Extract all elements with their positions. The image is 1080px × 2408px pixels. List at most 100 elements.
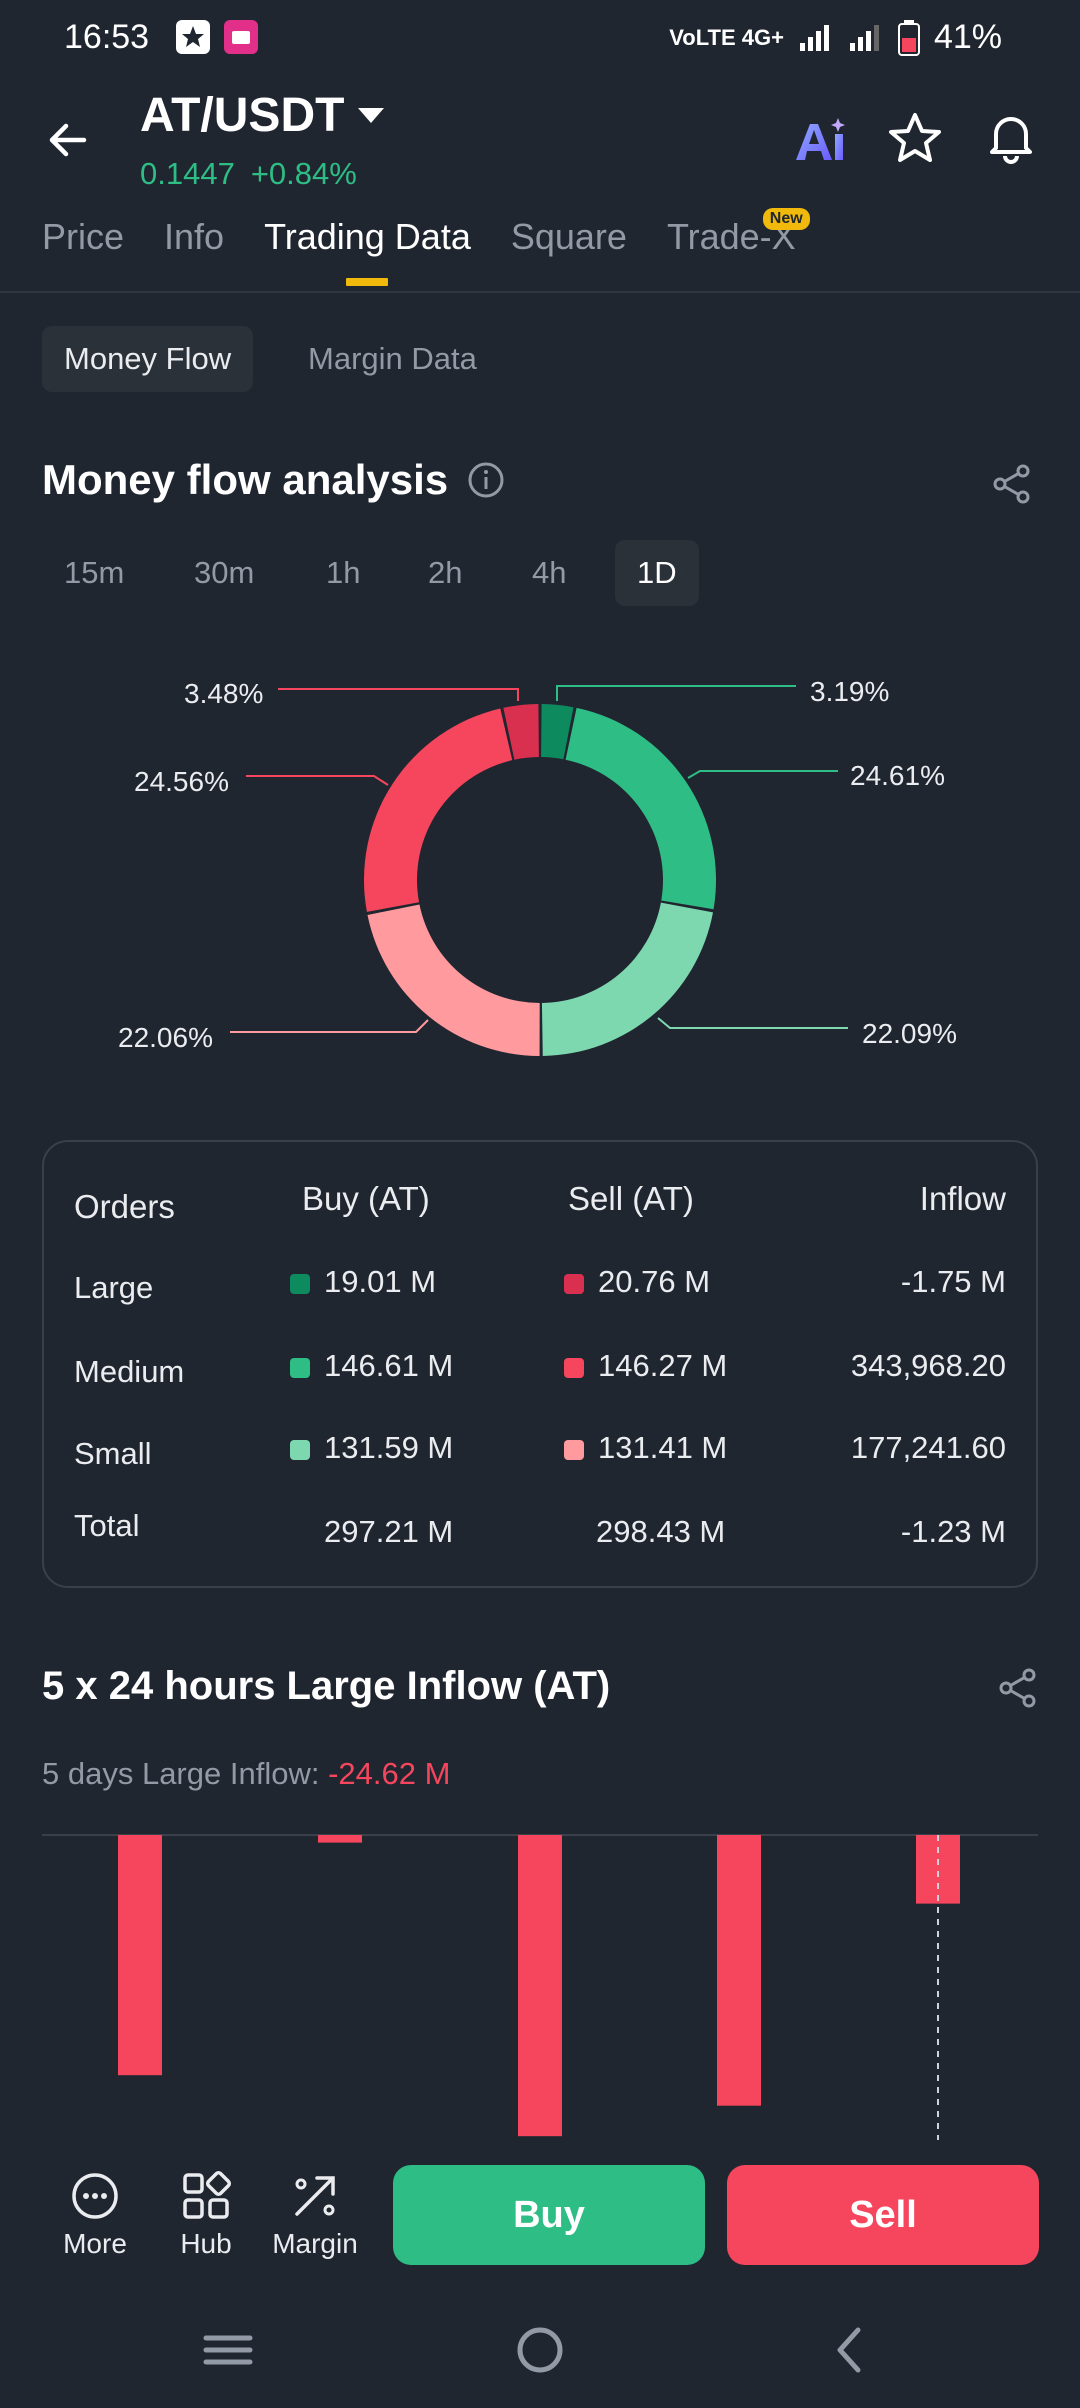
home-icon[interactable] bbox=[510, 2320, 570, 2380]
network-indicator: VoLTE 4G+ bbox=[669, 24, 784, 50]
slice-buy-small[interactable] bbox=[541, 902, 713, 1056]
margin-arrow-icon bbox=[295, 2176, 335, 2216]
share-icon-2[interactable] bbox=[996, 1666, 1040, 1710]
timeframe-15m[interactable]: 15m bbox=[64, 555, 125, 590]
money-flow-donut-chart bbox=[230, 685, 848, 1056]
back-arrow-icon[interactable] bbox=[40, 110, 100, 170]
battery-icon bbox=[897, 19, 920, 56]
signal-icon bbox=[799, 24, 829, 51]
leader-sell-medium bbox=[246, 775, 389, 786]
label-buy-small: 22.09% bbox=[862, 1018, 957, 1049]
large-inflow-title: 5 x 24 hours Large Inflow (AT) bbox=[42, 1664, 611, 1708]
subtab-margin-data[interactable]: Margin Data bbox=[308, 341, 477, 376]
row-medium-buy-value: 146.61 M bbox=[324, 1348, 454, 1383]
timeframe-1h[interactable]: 1h bbox=[326, 555, 361, 590]
row-large-sell: 20.76 M bbox=[564, 1264, 710, 1300]
row-total-sell: 298.43 M bbox=[596, 1514, 726, 1549]
slice-buy-medium[interactable] bbox=[565, 707, 717, 910]
main-tabs: Price Info Trading Data Square Trade-X N… bbox=[42, 208, 810, 288]
timeframe-2h[interactable]: 2h bbox=[428, 555, 463, 590]
new-badge: New bbox=[762, 208, 810, 230]
money-flow-title-text: Money flow analysis bbox=[42, 456, 449, 503]
row-small-buy-value: 131.59 M bbox=[324, 1430, 454, 1465]
hub-button[interactable]: Hub bbox=[151, 2170, 261, 2260]
pair-selector[interactable]: AT/USDT bbox=[140, 88, 385, 143]
row-total-buy: 297.21 M bbox=[324, 1514, 454, 1549]
leader-sell-small bbox=[230, 1019, 429, 1033]
row-large-label: Large bbox=[74, 1270, 154, 1305]
tab-trade-x[interactable]: Trade-X New bbox=[667, 208, 810, 288]
inflow-bar-1[interactable] bbox=[118, 1835, 162, 2076]
label-sell-medium: 24.56% bbox=[134, 766, 229, 797]
header-orders: Orders bbox=[74, 1188, 175, 1225]
tab-price[interactable]: Price bbox=[42, 216, 125, 257]
row-large-sell-value: 20.76 M bbox=[598, 1264, 711, 1299]
inflow-bar-5[interactable] bbox=[916, 1835, 960, 1904]
status-right: VoLTE 4G+ 41% bbox=[669, 18, 1002, 57]
status-time: 16:53 bbox=[64, 18, 150, 56]
subtab-money-flow[interactable]: Money Flow bbox=[42, 326, 254, 392]
inflow-bar-3[interactable] bbox=[518, 1835, 562, 2137]
swatch-sell-small bbox=[564, 1439, 584, 1460]
tab-trading-data[interactable]: Trading Data bbox=[264, 216, 471, 288]
leader-buy-small bbox=[657, 1017, 848, 1029]
tabs-divider bbox=[0, 291, 1080, 293]
lazada-notification-icon bbox=[224, 20, 258, 54]
five-days-label: 5 days Large Inflow: bbox=[42, 1756, 320, 1791]
swatch-buy-large bbox=[290, 1273, 310, 1294]
buy-button[interactable]: Buy bbox=[393, 2165, 705, 2265]
row-small-inflow: 177,241.60 bbox=[850, 1430, 1006, 1465]
label-buy-medium: 24.61% bbox=[850, 760, 945, 791]
system-back-icon[interactable] bbox=[820, 2320, 880, 2380]
margin-button[interactable]: Margin bbox=[260, 2170, 370, 2260]
timeframe-4h[interactable]: 4h bbox=[532, 555, 567, 590]
signal-icon-2 bbox=[849, 24, 879, 51]
slice-sell-large[interactable] bbox=[503, 704, 539, 760]
swatch-sell-large bbox=[564, 1273, 584, 1294]
tab-square[interactable]: Square bbox=[510, 216, 627, 257]
row-total-inflow: -1.23 M bbox=[900, 1514, 1006, 1549]
money-flow-title: Money flow analysis bbox=[42, 456, 506, 504]
five-days-value: -24.62 M bbox=[328, 1756, 451, 1791]
row-large-buy-value: 19.01 M bbox=[324, 1264, 437, 1299]
alert-bell-icon[interactable] bbox=[980, 106, 1042, 168]
margin-label: Margin bbox=[272, 2228, 358, 2259]
more-button[interactable]: More bbox=[40, 2170, 150, 2260]
five-days-summary: 5 days Large Inflow: -24.62 M bbox=[42, 1756, 450, 1792]
row-medium-sell: 146.27 M bbox=[564, 1348, 727, 1384]
more-label: More bbox=[63, 2228, 127, 2259]
timeframe-1d[interactable]: 1D bbox=[615, 540, 699, 606]
sell-button[interactable]: Sell bbox=[727, 2165, 1039, 2265]
timeframe-30m[interactable]: 30m bbox=[194, 555, 255, 590]
slice-sell-small[interactable] bbox=[367, 904, 540, 1056]
leader-buy-medium bbox=[687, 770, 838, 779]
row-small-buy: 131.59 M bbox=[290, 1430, 453, 1466]
row-medium-label: Medium bbox=[74, 1354, 185, 1389]
info-icon[interactable] bbox=[466, 460, 506, 500]
row-small-label: Small bbox=[74, 1436, 152, 1471]
header-sell: Sell (AT) bbox=[568, 1180, 694, 1217]
row-medium-inflow: 343,968.20 bbox=[850, 1348, 1006, 1383]
chevron-down-icon bbox=[358, 108, 385, 123]
favorite-star-icon[interactable] bbox=[884, 108, 946, 170]
row-small-sell: 131.41 M bbox=[564, 1430, 727, 1466]
slice-sell-medium[interactable] bbox=[363, 708, 513, 912]
share-icon[interactable] bbox=[990, 462, 1034, 506]
row-large-buy: 19.01 M bbox=[290, 1264, 436, 1300]
header-inflow: Inflow bbox=[919, 1180, 1006, 1217]
tab-info[interactable]: Info bbox=[164, 216, 225, 257]
ai-assistant-icon[interactable] bbox=[790, 112, 850, 172]
recents-icon[interactable] bbox=[198, 2320, 258, 2380]
row-medium-sell-value: 146.27 M bbox=[598, 1348, 728, 1383]
inflow-bar-2[interactable] bbox=[318, 1835, 362, 1843]
swatch-buy-medium bbox=[290, 1357, 310, 1378]
slice-buy-large[interactable] bbox=[541, 704, 574, 760]
label-buy-large: 3.19% bbox=[810, 676, 890, 707]
row-total-label: Total bbox=[74, 1508, 140, 1543]
swatch-buy-small bbox=[290, 1439, 310, 1460]
inflow-bar-4[interactable] bbox=[717, 1835, 761, 2106]
app-notification-icon bbox=[176, 20, 210, 54]
leader-buy-large bbox=[556, 685, 796, 701]
price-line: 0.1447 +0.84% bbox=[140, 156, 357, 192]
leader-sell-large bbox=[278, 688, 519, 701]
